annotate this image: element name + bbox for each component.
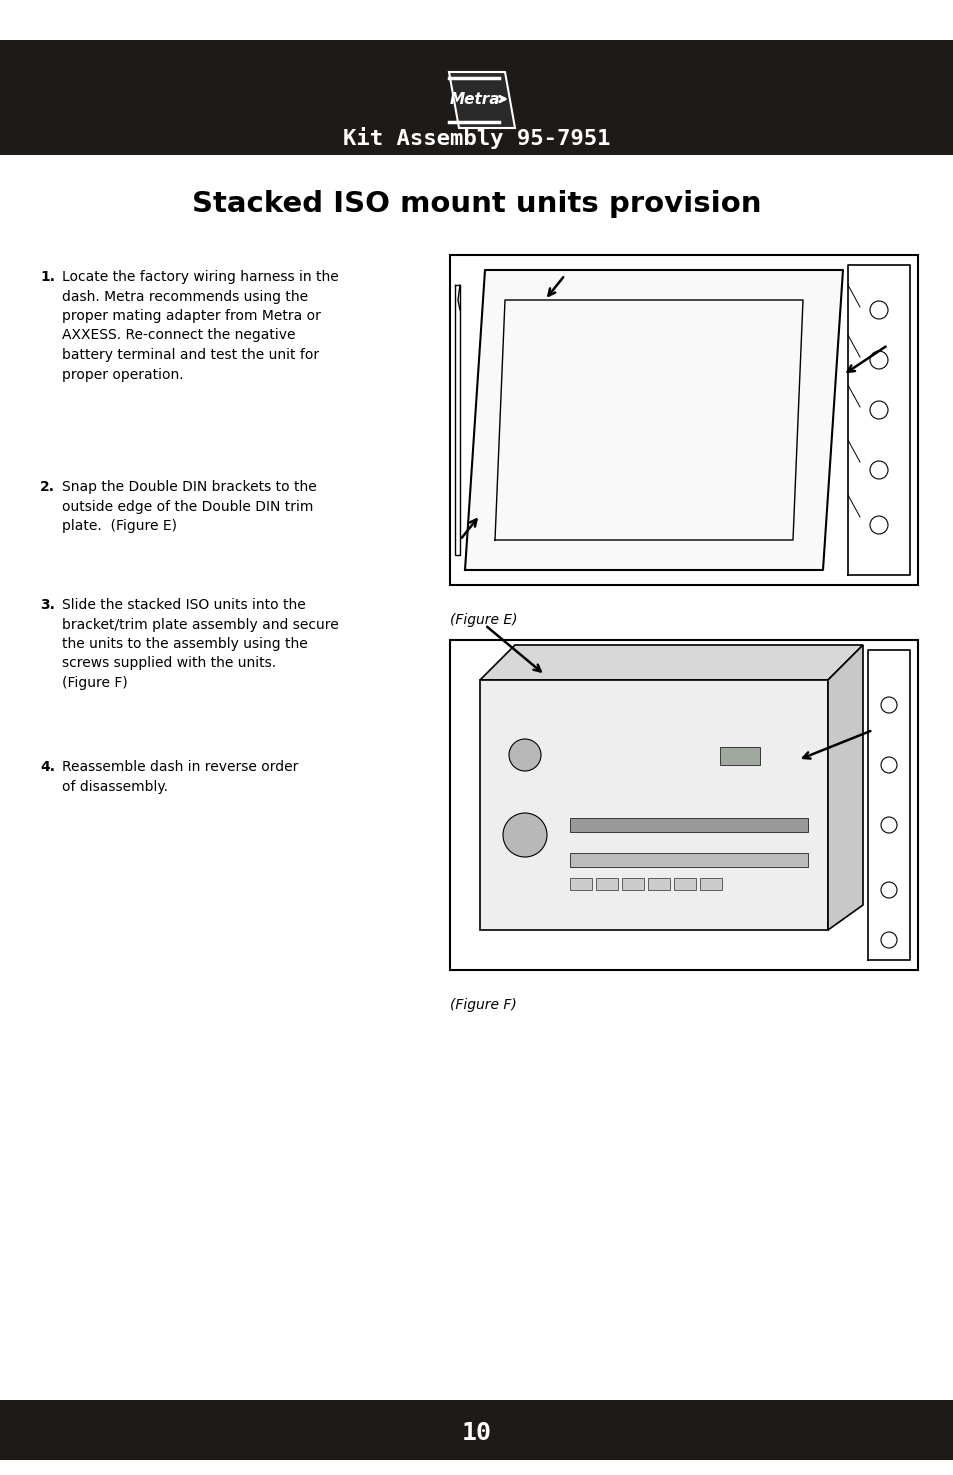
Bar	[673, 878, 696, 889]
Bar	[569, 878, 592, 889]
Text: Reassemble dash in reverse order
of disassembly.: Reassemble dash in reverse order of disa…	[62, 760, 298, 794]
Bar	[647, 878, 669, 889]
Circle shape	[509, 739, 540, 771]
Bar	[0, 0, 953, 155]
Bar	[621, 878, 643, 889]
Text: 2.: 2.	[40, 479, 55, 494]
Bar	[0, 1460, 953, 1475]
Circle shape	[502, 813, 546, 857]
Polygon shape	[827, 645, 862, 931]
Text: Locate the factory wiring harness in the
dash. Metra recommends using the
proper: Locate the factory wiring harness in the…	[62, 270, 338, 382]
Bar	[596, 878, 618, 889]
Text: Slide the stacked ISO units into the
bracket/trim plate assembly and secure
the : Slide the stacked ISO units into the bra…	[62, 597, 338, 690]
Text: (Figure E): (Figure E)	[450, 614, 517, 627]
Polygon shape	[479, 680, 827, 931]
Text: Stacked ISO mount units provision: Stacked ISO mount units provision	[193, 190, 760, 218]
Text: Kit Assembly 95-7951: Kit Assembly 95-7951	[343, 127, 610, 149]
Text: 3.: 3.	[40, 597, 55, 612]
Polygon shape	[449, 72, 515, 128]
Bar	[0, 1400, 953, 1475]
Text: Metra: Metra	[449, 91, 499, 106]
Bar	[450, 255, 917, 586]
Text: 10: 10	[461, 1420, 492, 1444]
Text: Snap the Double DIN brackets to the
outside edge of the Double DIN trim
plate.  : Snap the Double DIN brackets to the outs…	[62, 479, 316, 532]
Text: (Figure F): (Figure F)	[450, 999, 517, 1012]
Text: 4.: 4.	[40, 760, 55, 774]
Bar	[720, 746, 760, 766]
Bar	[700, 878, 721, 889]
Bar	[569, 853, 807, 867]
Polygon shape	[479, 645, 862, 680]
Bar	[450, 640, 917, 971]
Polygon shape	[464, 270, 842, 569]
Bar	[0, 0, 953, 40]
Bar	[569, 819, 807, 832]
Text: 1.: 1.	[40, 270, 55, 285]
